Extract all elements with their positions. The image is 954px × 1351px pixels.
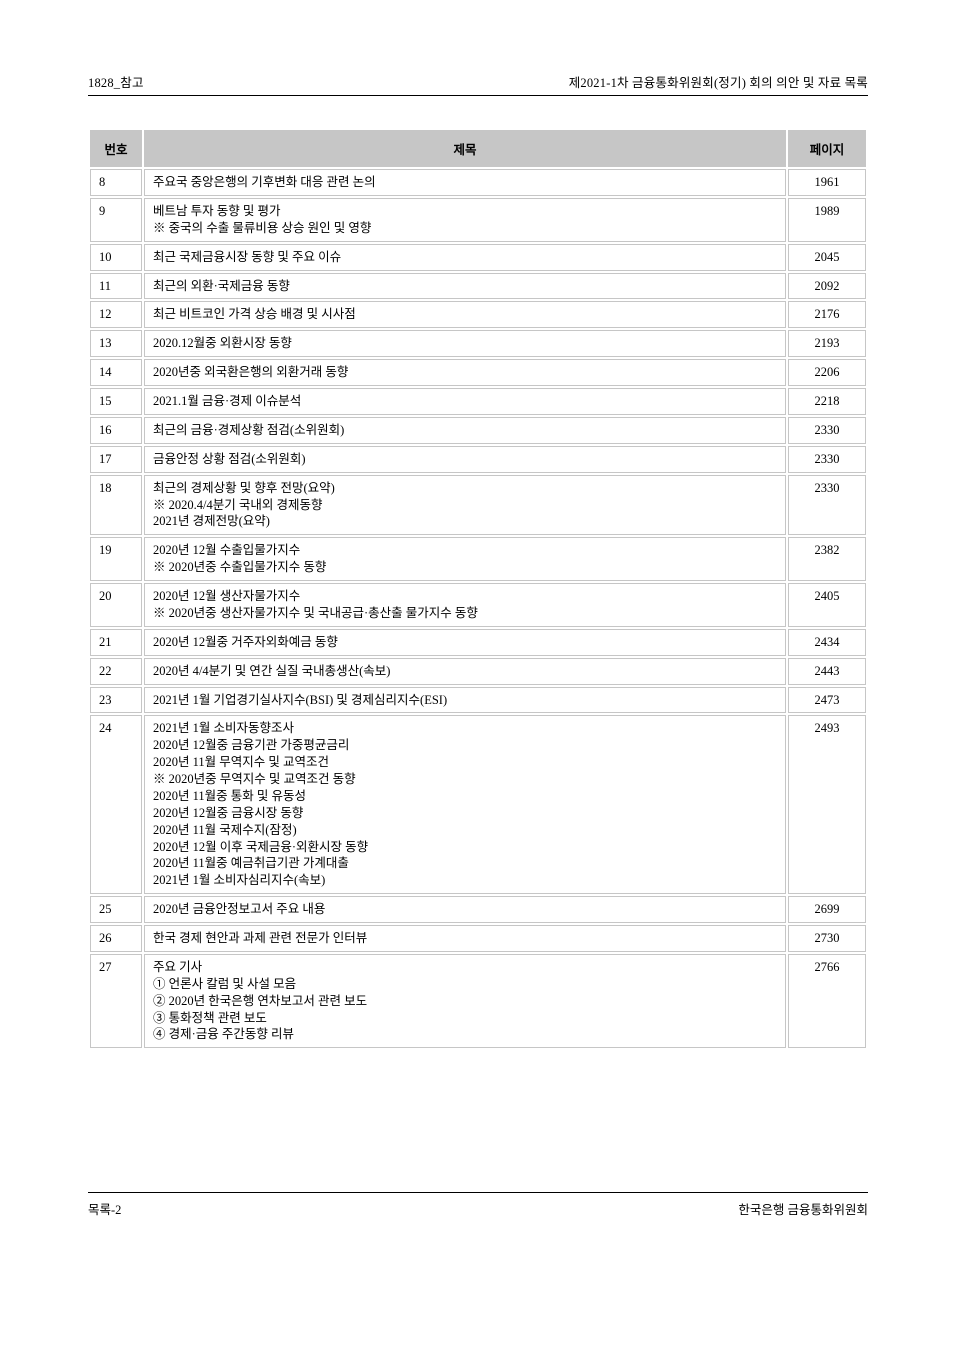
table-row: 152021.1월 금융·경제 이슈분석2218: [90, 388, 866, 415]
table-row: 27주요 기사 ① 언론사 칼럼 및 사설 모음 ② 2020년 한국은행 연차…: [90, 954, 866, 1048]
cell-number: 25: [90, 896, 142, 923]
table-row: 12최근 비트코인 가격 상승 배경 및 시사점2176: [90, 301, 866, 328]
cell-number: 22: [90, 658, 142, 685]
cell-number: 10: [90, 244, 142, 271]
cell-page: 2730: [788, 925, 866, 952]
cell-page: 2473: [788, 687, 866, 714]
cell-number: 19: [90, 537, 142, 581]
cell-page: 2176: [788, 301, 866, 328]
header-right: 제2021-1차 금융통화위원회(정기) 회의 의안 및 자료 목록: [569, 72, 868, 91]
cell-page: 2045: [788, 244, 866, 271]
cell-number: 17: [90, 446, 142, 473]
table-row: 9베트남 투자 동향 및 평가 ※ 중국의 수출 물류비용 상승 원인 및 영향…: [90, 198, 866, 242]
toc-table: 번호 제목 페이지 8주요국 중앙은행의 기후변화 대응 관련 논의19619베…: [88, 128, 868, 1050]
cell-number: 26: [90, 925, 142, 952]
cell-title: 금융안정 상황 점검(소위원회): [144, 446, 786, 473]
table-row: 192020년 12월 수출입물가지수 ※ 2020년중 수출입물가지수 동향2…: [90, 537, 866, 581]
header-left: 1828_참고: [88, 72, 144, 91]
cell-title: 2021.1월 금융·경제 이슈분석: [144, 388, 786, 415]
cell-number: 24: [90, 715, 142, 894]
cell-title: 주요 기사 ① 언론사 칼럼 및 사설 모음 ② 2020년 한국은행 연차보고…: [144, 954, 786, 1048]
cell-number: 14: [90, 359, 142, 386]
cell-page: 2493: [788, 715, 866, 894]
table-row: 212020년 12월중 거주자외화예금 동향2434: [90, 629, 866, 656]
table-row: 17금융안정 상황 점검(소위원회)2330: [90, 446, 866, 473]
table-row: 252020년 금융안정보고서 주요 내용2699: [90, 896, 866, 923]
cell-number: 11: [90, 273, 142, 300]
cell-page: 2405: [788, 583, 866, 627]
page-footer: 목록-2 한국은행 금융통화위원회: [88, 1192, 868, 1218]
cell-page: 2218: [788, 388, 866, 415]
table-row: 16최근의 금융·경제상황 점검(소위원회)2330: [90, 417, 866, 444]
cell-page: 2206: [788, 359, 866, 386]
cell-page: 1989: [788, 198, 866, 242]
table-row: 18최근의 경제상황 및 향후 전망(요약) ※ 2020.4/4분기 국내외 …: [90, 475, 866, 536]
cell-title: 최근의 외환·국제금융 동향: [144, 273, 786, 300]
cell-number: 9: [90, 198, 142, 242]
cell-title: 2020년 12월 수출입물가지수 ※ 2020년중 수출입물가지수 동향: [144, 537, 786, 581]
cell-page: 2766: [788, 954, 866, 1048]
cell-title: 최근의 금융·경제상황 점검(소위원회): [144, 417, 786, 444]
cell-title: 최근 국제금융시장 동향 및 주요 이슈: [144, 244, 786, 271]
cell-number: 16: [90, 417, 142, 444]
cell-title: 2020년 4/4분기 및 연간 실질 국내총생산(속보): [144, 658, 786, 685]
page-header: 1828_참고 제2021-1차 금융통화위원회(정기) 회의 의안 및 자료 …: [88, 72, 868, 96]
footer-left: 목록-2: [88, 1199, 121, 1218]
cell-page: 1961: [788, 169, 866, 196]
table-row: 242021년 1월 소비자동향조사 2020년 12월중 금융기관 가중평균금…: [90, 715, 866, 894]
cell-title: 베트남 투자 동향 및 평가 ※ 중국의 수출 물류비용 상승 원인 및 영향: [144, 198, 786, 242]
cell-title: 2020.12월중 외환시장 동향: [144, 330, 786, 357]
table-row: 232021년 1월 기업경기실사지수(BSI) 및 경제심리지수(ESI)24…: [90, 687, 866, 714]
cell-number: 27: [90, 954, 142, 1048]
col-header-number: 번호: [90, 130, 142, 167]
cell-page: 2330: [788, 417, 866, 444]
table-row: 10최근 국제금융시장 동향 및 주요 이슈2045: [90, 244, 866, 271]
cell-page: 2330: [788, 475, 866, 536]
cell-number: 18: [90, 475, 142, 536]
cell-title: 최근 비트코인 가격 상승 배경 및 시사점: [144, 301, 786, 328]
cell-title: 2021년 1월 기업경기실사지수(BSI) 및 경제심리지수(ESI): [144, 687, 786, 714]
cell-number: 20: [90, 583, 142, 627]
table-row: 26한국 경제 현안과 과제 관련 전문가 인터뷰2730: [90, 925, 866, 952]
cell-number: 8: [90, 169, 142, 196]
footer-right: 한국은행 금융통화위원회: [738, 1199, 868, 1218]
cell-page: 2382: [788, 537, 866, 581]
table-row: 8주요국 중앙은행의 기후변화 대응 관련 논의1961: [90, 169, 866, 196]
cell-number: 12: [90, 301, 142, 328]
cell-title: 한국 경제 현안과 과제 관련 전문가 인터뷰: [144, 925, 786, 952]
table-header-row: 번호 제목 페이지: [90, 130, 866, 167]
cell-number: 15: [90, 388, 142, 415]
cell-page: 2092: [788, 273, 866, 300]
cell-title: 2020년 금융안정보고서 주요 내용: [144, 896, 786, 923]
cell-number: 21: [90, 629, 142, 656]
cell-page: 2193: [788, 330, 866, 357]
cell-title: 최근의 경제상황 및 향후 전망(요약) ※ 2020.4/4분기 국내외 경제…: [144, 475, 786, 536]
cell-number: 13: [90, 330, 142, 357]
cell-page: 2699: [788, 896, 866, 923]
cell-page: 2443: [788, 658, 866, 685]
cell-title: 2020년중 외국환은행의 외환거래 동향: [144, 359, 786, 386]
table-row: 222020년 4/4분기 및 연간 실질 국내총생산(속보)2443: [90, 658, 866, 685]
cell-title: 2020년 12월중 거주자외화예금 동향: [144, 629, 786, 656]
table-row: 142020년중 외국환은행의 외환거래 동향2206: [90, 359, 866, 386]
cell-title: 2020년 12월 생산자물가지수 ※ 2020년중 생산자물가지수 및 국내공…: [144, 583, 786, 627]
table-row: 202020년 12월 생산자물가지수 ※ 2020년중 생산자물가지수 및 국…: [90, 583, 866, 627]
col-header-page: 페이지: [788, 130, 866, 167]
cell-page: 2330: [788, 446, 866, 473]
table-row: 132020.12월중 외환시장 동향2193: [90, 330, 866, 357]
cell-title: 2021년 1월 소비자동향조사 2020년 12월중 금융기관 가중평균금리 …: [144, 715, 786, 894]
col-header-title: 제목: [144, 130, 786, 167]
cell-page: 2434: [788, 629, 866, 656]
table-row: 11최근의 외환·국제금융 동향2092: [90, 273, 866, 300]
cell-number: 23: [90, 687, 142, 714]
cell-title: 주요국 중앙은행의 기후변화 대응 관련 논의: [144, 169, 786, 196]
